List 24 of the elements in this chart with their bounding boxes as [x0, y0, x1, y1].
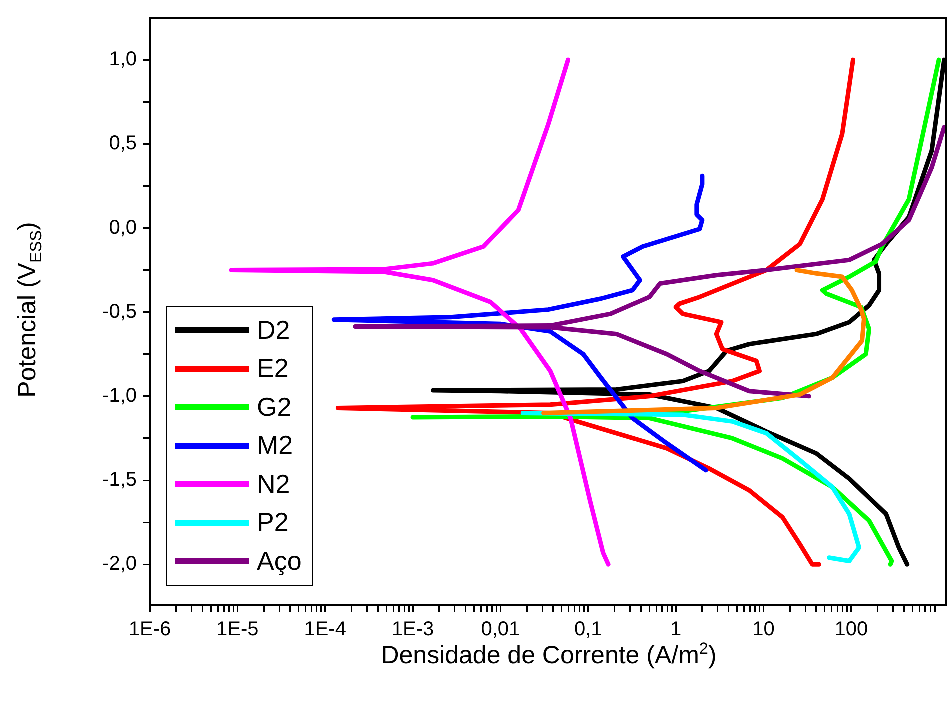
x-tick-label: 1 [670, 618, 682, 641]
y-tick-label: 0,0 [109, 216, 137, 239]
x-tick-label: 1E-4 [304, 618, 346, 641]
y-tick-label: -2,0 [102, 553, 137, 576]
legend-label: D2 [257, 314, 290, 346]
legend-label: G2 [257, 392, 292, 423]
x-tick-label: 1E-5 [216, 618, 259, 641]
y-tick-label: -1,0 [102, 384, 137, 407]
x-tick-label: 100 [834, 618, 868, 641]
y-tick-label: -1,5 [102, 469, 137, 492]
y-tick-label: -0,5 [102, 300, 137, 323]
y-tick-label: 1,0 [109, 48, 137, 71]
legend-label: E2 [257, 353, 289, 384]
x-axis-title: Densidade de Corrente (A/m$^{2}$) [380, 640, 718, 670]
x-tick-label: 0,01 [481, 618, 520, 641]
legend-label: N2 [257, 468, 290, 500]
y-tick-label: 0,5 [109, 132, 137, 155]
x-tick-label: 0,1 [574, 618, 602, 641]
legend-label: Aço [257, 546, 302, 577]
x-tick-label: 1E-6 [128, 618, 172, 641]
x-tick-label: 10 [752, 618, 775, 641]
legend-label: P2 [257, 507, 289, 538]
x-tick-label: 1E-3 [392, 618, 434, 641]
legend-label: M2 [257, 430, 294, 462]
